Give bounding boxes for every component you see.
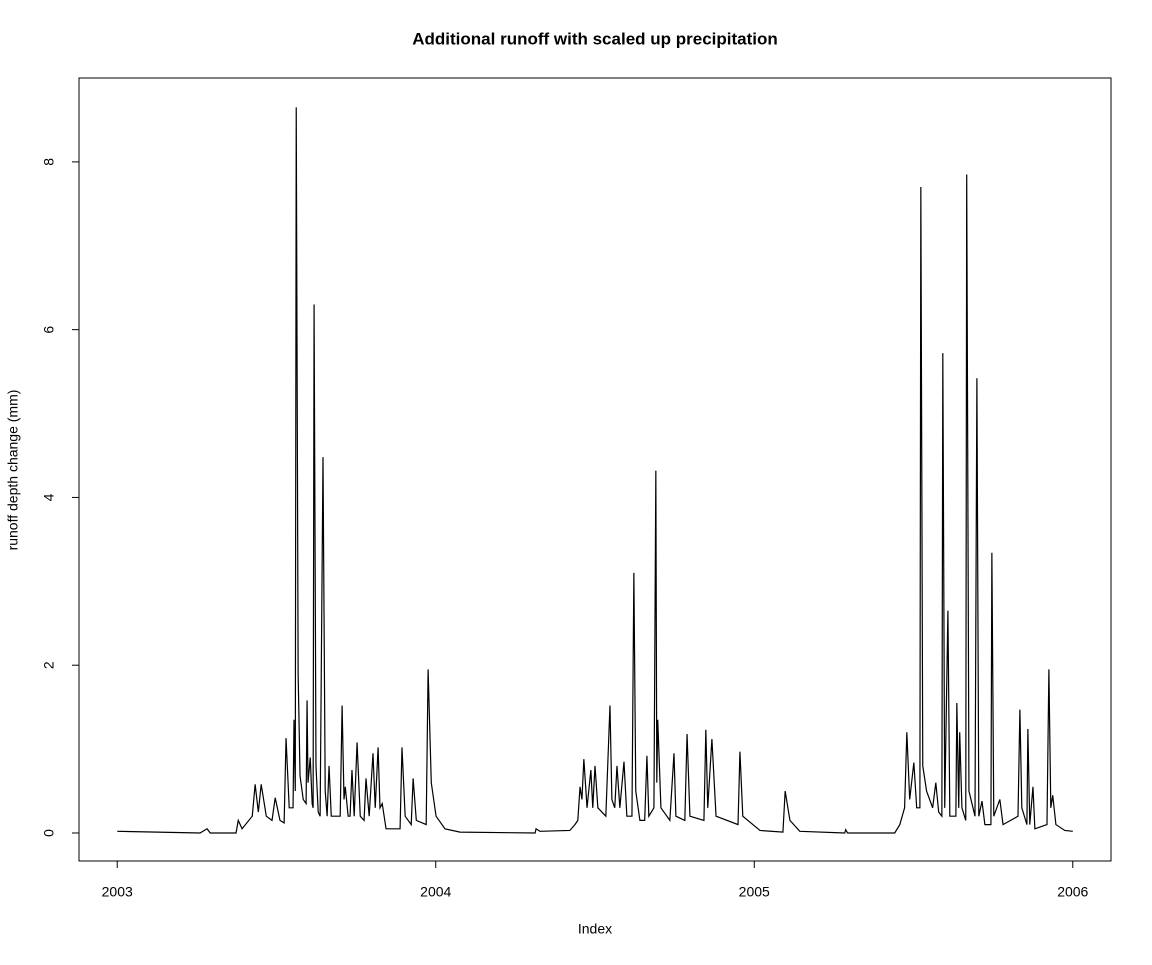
x-tick-label: 2005 bbox=[739, 884, 770, 900]
data-line bbox=[117, 107, 1073, 834]
x-tick-label: 2003 bbox=[102, 884, 133, 900]
plot-frame bbox=[78, 77, 1112, 862]
y-tick-label: 2 bbox=[41, 661, 57, 669]
y-tick-label: 8 bbox=[41, 158, 57, 166]
x-axis-label: Index bbox=[578, 921, 612, 937]
x-tick-label: 2006 bbox=[1057, 884, 1088, 900]
y-tick-label: 0 bbox=[41, 829, 57, 837]
y-tick-label: 6 bbox=[41, 326, 57, 334]
chart-title: Additional runoff with scaled up precipi… bbox=[412, 29, 778, 48]
y-axis-label: runoff depth change (mm) bbox=[5, 390, 21, 551]
y-tick-label: 4 bbox=[41, 493, 57, 501]
x-tick-label: 2004 bbox=[420, 884, 451, 900]
